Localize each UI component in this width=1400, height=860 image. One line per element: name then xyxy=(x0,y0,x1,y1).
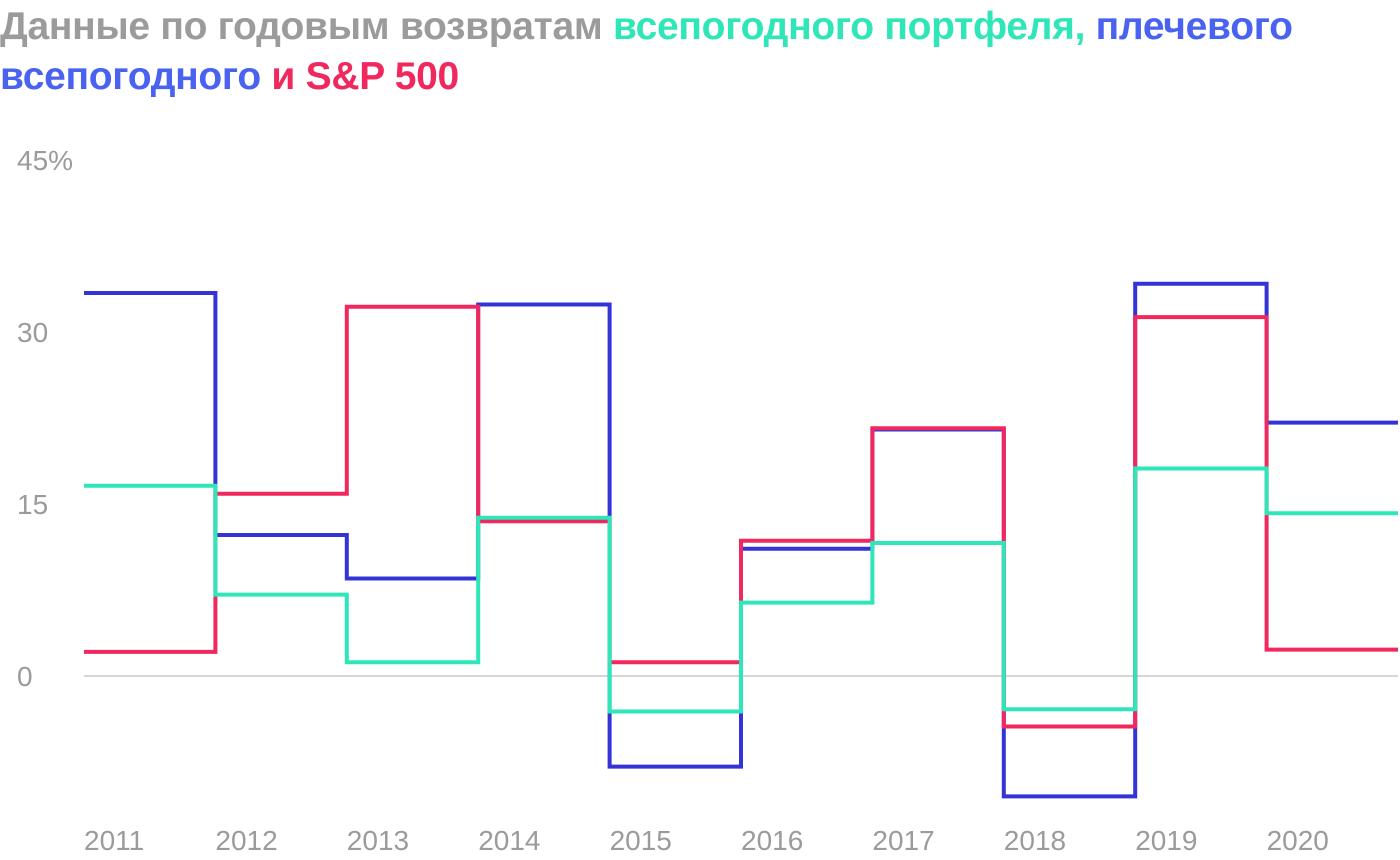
title-part-sp500: S&P 500 xyxy=(305,55,460,98)
x-tick-label: 2013 xyxy=(347,825,409,856)
title-part-all-weather: всепогодного портфеля, xyxy=(612,5,1086,48)
x-tick-label: 2012 xyxy=(215,825,277,856)
x-tick-label: 2016 xyxy=(741,825,803,856)
x-tick-label: 2015 xyxy=(610,825,672,856)
x-tick-label: 2018 xyxy=(1004,825,1066,856)
chart-title: Данные по годовым возвратам всепогодного… xyxy=(0,2,1400,102)
y-tick-label: 0 xyxy=(17,661,33,692)
y-tick-label: 45% xyxy=(17,145,73,176)
title-part-leveraged: плечевого всепогодного xyxy=(0,5,1293,98)
y-axis-ticks: 0 15 30 45% xyxy=(17,145,73,692)
y-tick-label: 15 xyxy=(17,489,48,520)
x-tick-label: 2011 xyxy=(84,825,144,856)
series-layer xyxy=(84,281,1398,799)
x-tick-label: 2020 xyxy=(1267,825,1329,856)
x-tick-label: 2019 xyxy=(1135,825,1197,856)
series-line-all_weather xyxy=(84,466,1398,714)
x-axis-ticks: 2011 2012 2013 2014 2015 2016 2017 2018 2019 2020 xyxy=(84,825,1329,856)
x-tick-label: 2017 xyxy=(872,825,934,856)
title-part-intro: Данные по годовым возвратам xyxy=(0,5,613,48)
title-part-and: и xyxy=(260,55,306,98)
x-tick-label: 2014 xyxy=(478,825,540,856)
y-tick-label: 30 xyxy=(17,317,48,348)
